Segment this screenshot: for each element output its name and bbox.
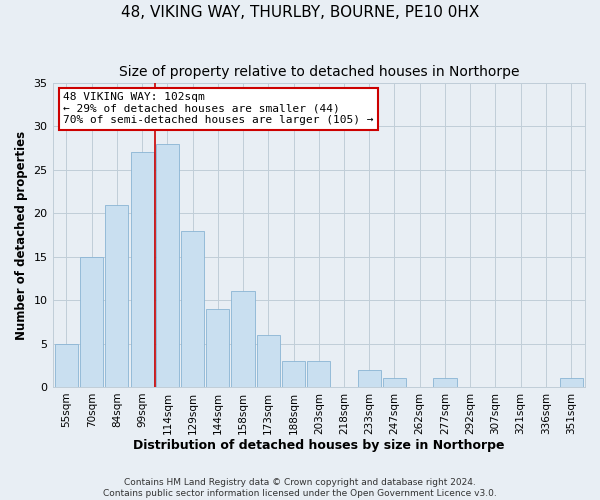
Y-axis label: Number of detached properties: Number of detached properties [15,130,28,340]
Bar [181,230,204,387]
Bar [358,370,381,387]
Bar [131,152,154,387]
Text: 48 VIKING WAY: 102sqm
← 29% of detached houses are smaller (44)
70% of semi-deta: 48 VIKING WAY: 102sqm ← 29% of detached … [63,92,374,126]
Bar [433,378,457,387]
Text: 48, VIKING WAY, THURLBY, BOURNE, PE10 0HX: 48, VIKING WAY, THURLBY, BOURNE, PE10 0H… [121,5,479,20]
Bar [307,361,331,387]
Bar [55,344,78,387]
Bar [560,378,583,387]
Bar [383,378,406,387]
Title: Size of property relative to detached houses in Northorpe: Size of property relative to detached ho… [119,65,519,79]
Bar [105,204,128,387]
Bar [206,309,229,387]
X-axis label: Distribution of detached houses by size in Northorpe: Distribution of detached houses by size … [133,440,505,452]
Bar [80,256,103,387]
Bar [156,144,179,387]
Text: Contains HM Land Registry data © Crown copyright and database right 2024.
Contai: Contains HM Land Registry data © Crown c… [103,478,497,498]
Bar [282,361,305,387]
Bar [257,335,280,387]
Bar [232,292,254,387]
